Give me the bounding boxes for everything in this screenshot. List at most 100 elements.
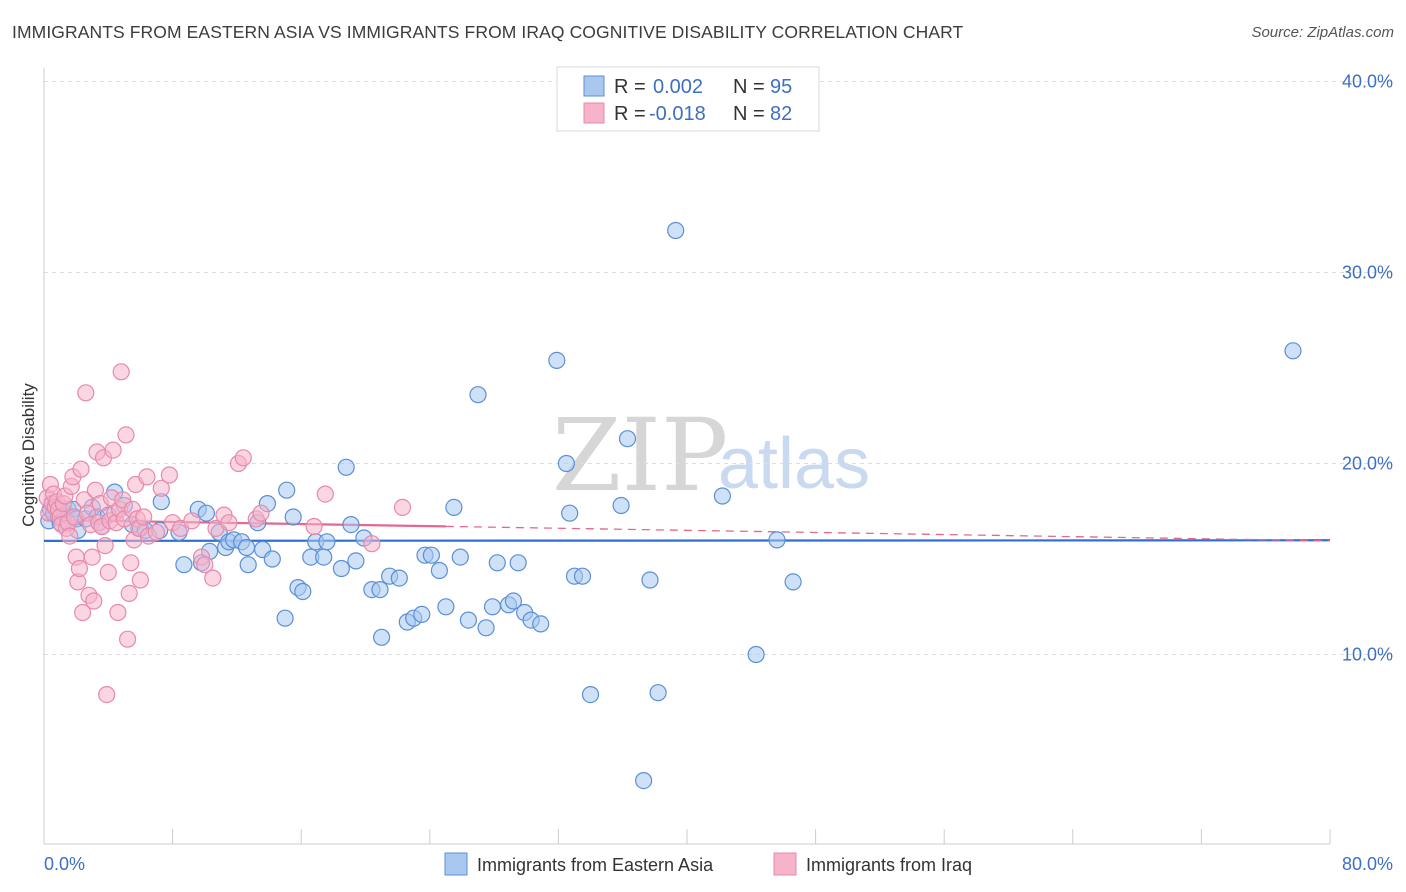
point-iraq [109,603,127,622]
point-iraq [70,559,89,578]
correlation-legend: R = 0.002 N = 95 R = -0.018 N = 82 [556,66,820,132]
series-legend: Immigrants from Eastern Asia Immigrants … [444,852,972,876]
point-iraq [234,449,252,467]
point-eastern-asia [618,430,637,448]
point-eastern-asia [413,605,431,624]
point-iraq [96,536,114,555]
y-axis-label: Cognitive Disability [19,383,38,527]
point-iraq [204,569,222,587]
y-tick-label: 10.0% [1342,645,1393,665]
trend-line-iraq-extension [445,525,1331,542]
point-iraq [316,485,334,503]
point-eastern-asia [197,504,215,522]
point-eastern-asia [263,550,281,568]
legend-swatch-blue [583,75,605,97]
y-tick-labels: 10.0% 20.0% 30.0% 40.0% [1342,72,1393,665]
source-label: Source: ZipAtlas.com [1251,24,1394,41]
point-eastern-asia [276,609,294,627]
chart-title: IMMIGRANTS FROM EASTERN ASIA VS IMMIGRAN… [12,22,964,42]
point-iraq [85,592,103,610]
point-eastern-asia [561,504,579,522]
point-iraq [83,548,101,566]
point-iraq [104,441,122,459]
point-iraq [363,535,381,553]
bottom-legend-swatch-pink [773,852,797,876]
point-eastern-asia [483,598,502,616]
point-eastern-asia [337,458,355,476]
legend-r-label-pink: R = [614,103,646,125]
y-tick-label: 30.0% [1342,263,1393,283]
point-iraq [118,630,137,648]
point-eastern-asia [667,221,685,240]
point-eastern-asia [649,684,667,702]
point-eastern-asia [459,611,477,629]
point-eastern-asia [437,598,455,616]
point-iraq [73,603,92,622]
point-iraq [135,508,153,526]
point-eastern-asia [445,498,463,516]
point-iraq [99,563,117,582]
y-tick-label: 20.0% [1342,454,1393,474]
point-eastern-asia [573,567,592,585]
point-iraq [72,460,90,478]
legend-n-value-blue: 95 [770,76,792,98]
point-eastern-asia [318,533,336,551]
legend-n-value-pink: 82 [770,103,792,125]
point-eastern-asia [581,685,600,704]
point-eastern-asia [175,556,193,574]
point-iraq [147,523,166,541]
point-eastern-asia [488,554,506,572]
x-tick-label-right: 80.0% [1342,854,1393,874]
legend-r-label-blue: R = [614,76,646,98]
point-eastern-asia [342,515,360,534]
legend-n-label-blue: N = [733,76,765,98]
point-eastern-asia [1284,342,1302,360]
point-iraq [196,556,214,574]
point-eastern-asia [747,645,765,664]
point-iraq [183,512,201,530]
bottom-legend-label-blue: Immigrants from Eastern Asia [477,855,714,875]
point-eastern-asia [477,619,495,637]
point-eastern-asia [768,531,786,549]
point-iraq [98,685,116,704]
point-eastern-asia [315,548,333,566]
point-iraq [77,384,95,402]
point-eastern-asia [784,573,802,591]
point-eastern-asia [557,454,576,473]
point-eastern-asia [278,481,296,499]
point-eastern-asia [634,771,653,790]
point-eastern-asia [332,559,350,578]
point-eastern-asia [430,561,448,580]
point-iraq [122,554,140,572]
point-iraq [61,527,79,545]
point-eastern-asia [237,538,256,557]
point-iraq [138,468,156,486]
point-eastern-asia [548,351,566,369]
point-eastern-asia [504,592,523,610]
point-iraq [393,498,412,516]
point-eastern-asia [284,508,302,526]
axes [43,68,1331,845]
point-eastern-asia [713,487,732,505]
point-iraq [252,504,270,522]
point-iraq [152,479,170,497]
legend-r-value-blue: 0.002 [653,76,703,98]
legend-swatch-pink [583,102,605,124]
y-tick-label: 40.0% [1342,72,1393,92]
x-tick-label-left: 0.0% [44,854,85,874]
point-iraq [131,571,149,589]
data-points [38,221,1302,790]
point-eastern-asia [469,386,487,404]
point-eastern-asia [451,548,469,566]
point-iraq [120,584,138,603]
point-iraq [160,466,178,484]
point-iraq [220,514,238,532]
legend-n-label-pink: N = [733,103,765,125]
point-eastern-asia [373,628,391,646]
point-eastern-asia [390,569,408,587]
point-eastern-asia [239,556,257,574]
point-iraq [305,517,323,536]
point-iraq [117,426,135,444]
point-iraq [112,363,130,381]
